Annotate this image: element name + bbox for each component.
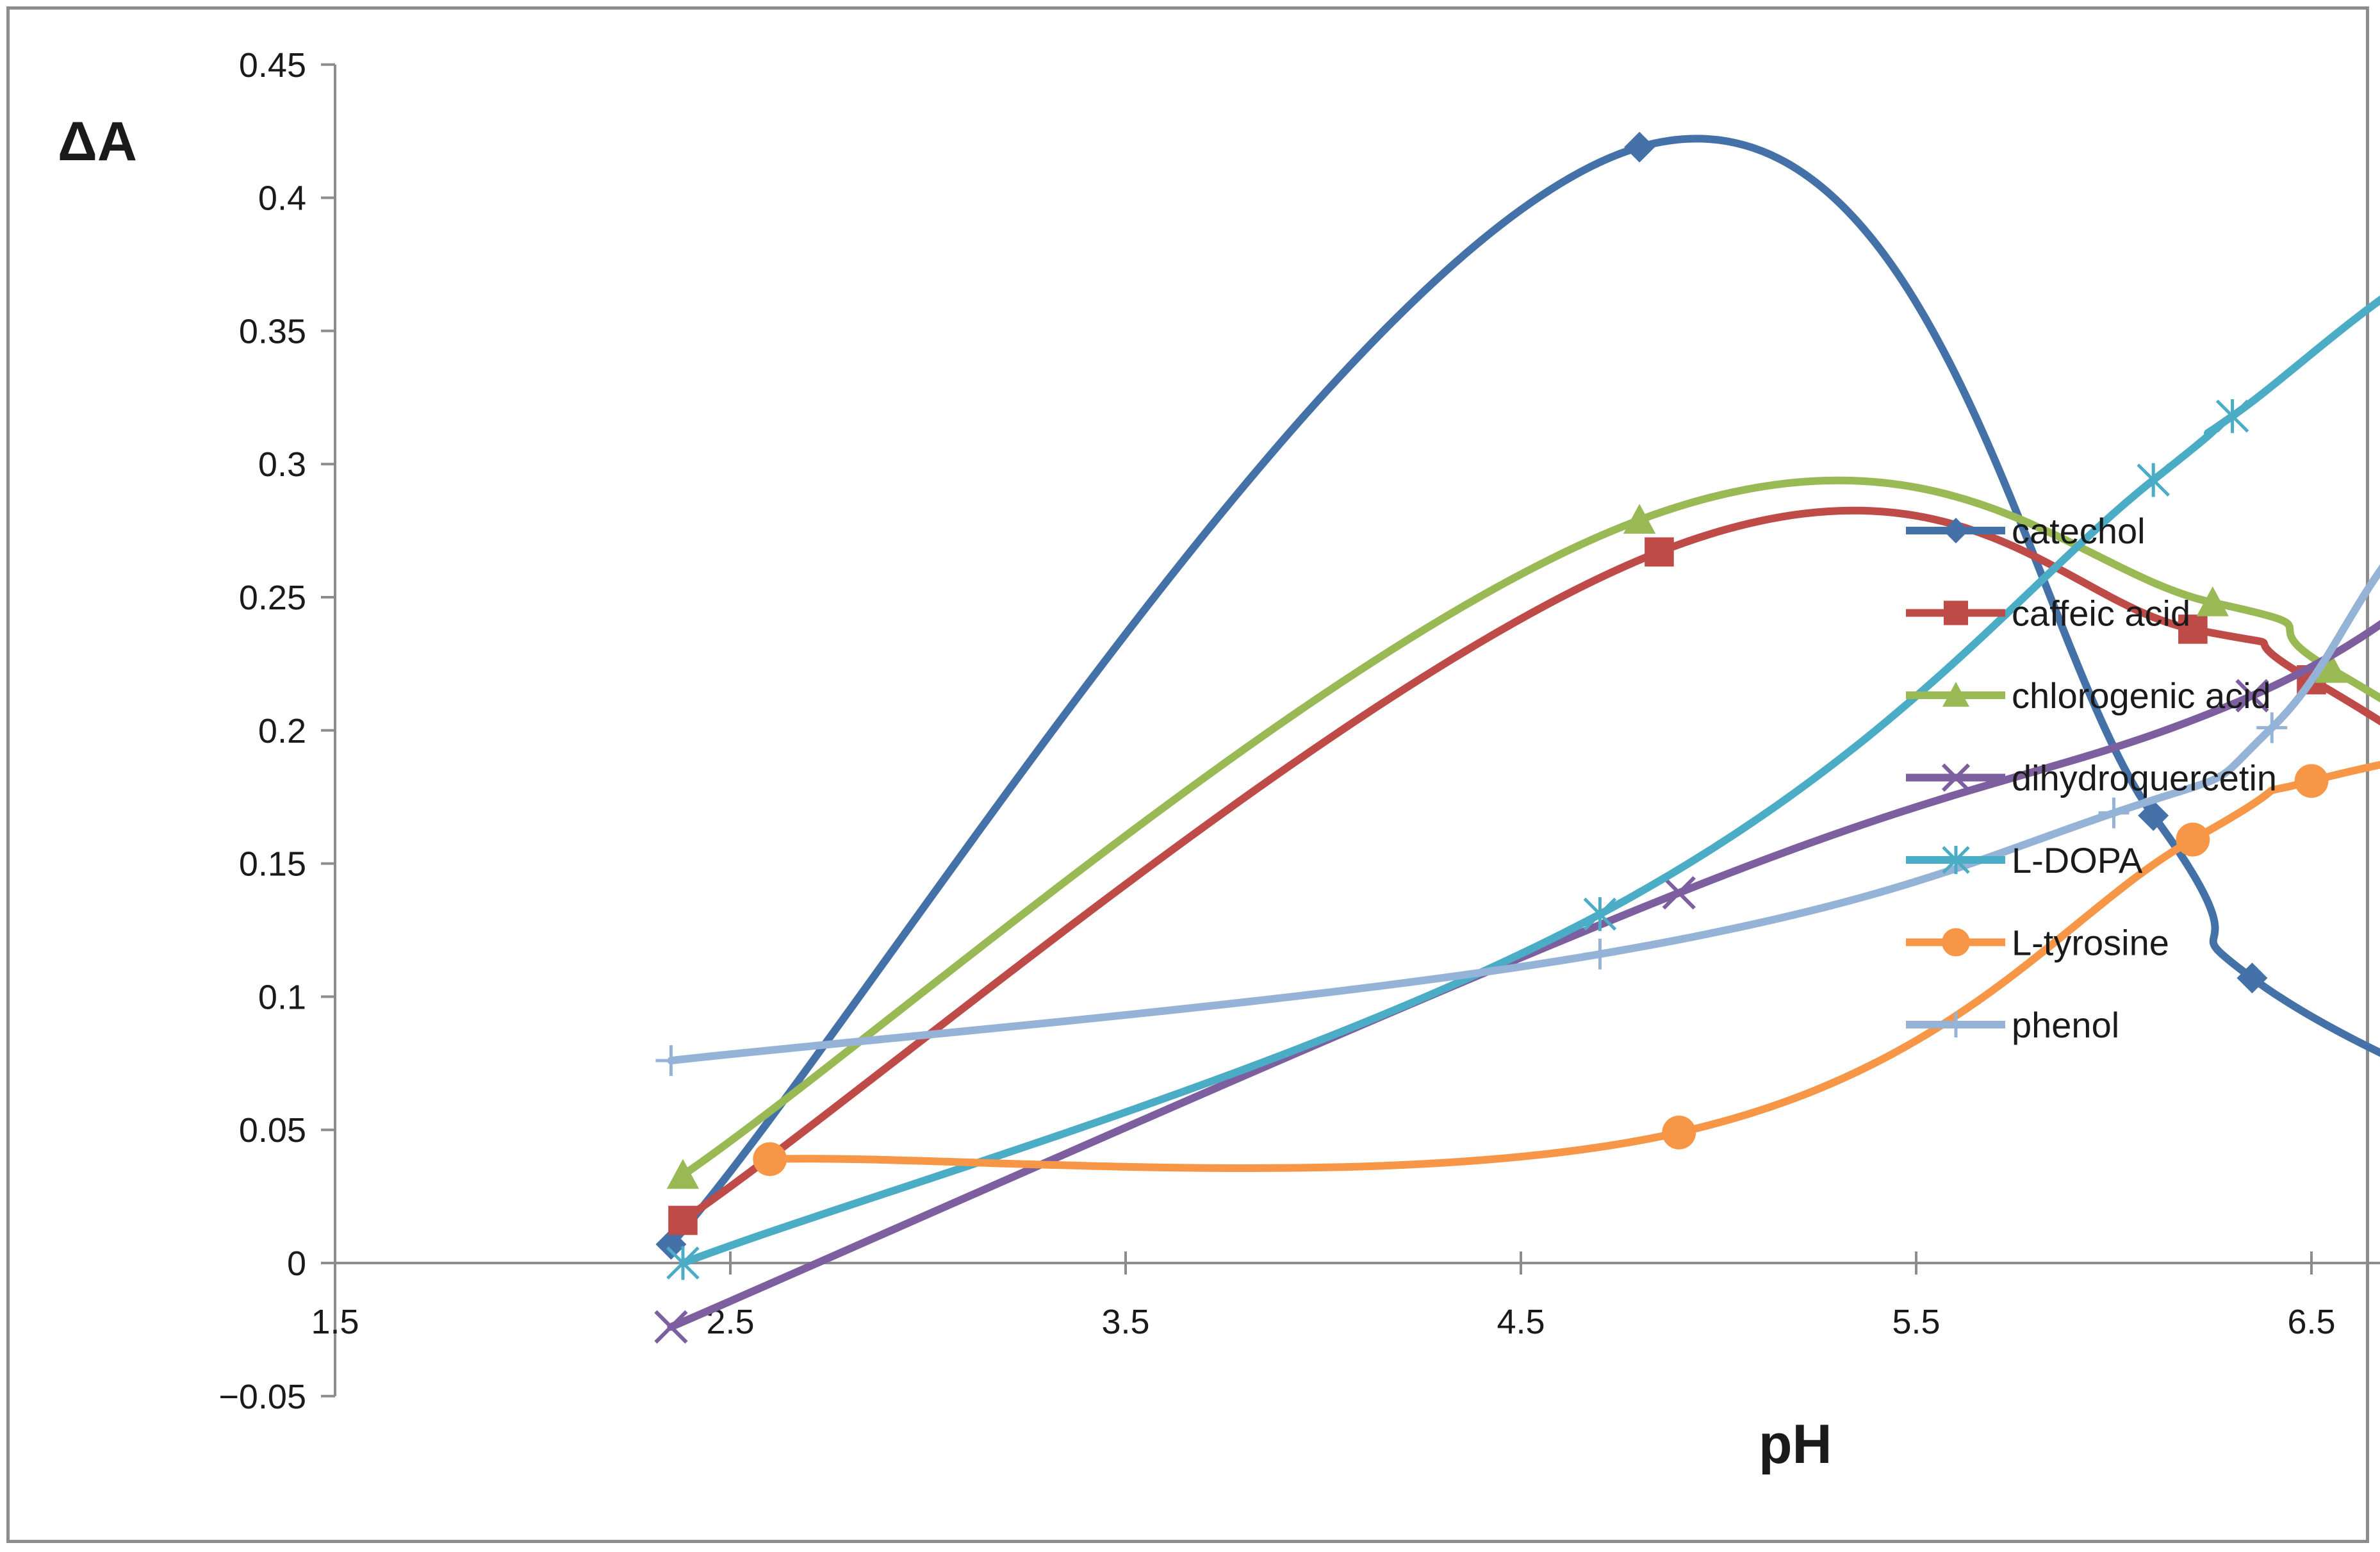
- legend-label: L-DOPA: [2012, 840, 2143, 880]
- series-layer: [654, 131, 2380, 1344]
- y-axis-title: ΔA: [58, 111, 137, 172]
- data-point-catechol: [2236, 962, 2268, 994]
- x-axis-title: pH: [1759, 1414, 1832, 1475]
- y-tick-label: 0.3: [258, 445, 306, 484]
- y-tick-label: 0.1: [258, 978, 306, 1016]
- y-tick-label: 0: [287, 1244, 306, 1283]
- x-tick-label: 1.5: [311, 1303, 359, 1341]
- series-l-tyrosine: [753, 761, 2380, 1176]
- legend-label: dihydroquercetin: [2012, 758, 2277, 798]
- legend-marker: [1942, 846, 1970, 874]
- series-line-caffeic-acid: [678, 506, 2380, 1225]
- series-line-phenol: [667, 564, 2380, 1065]
- legend: catechol caffeic acid chlorogenic acid dihy…: [1906, 511, 2277, 1045]
- series-chlorogenic-acid: [666, 476, 2380, 1189]
- legend-label: phenol: [2012, 1005, 2119, 1045]
- y-tick-label: 0.05: [239, 1111, 306, 1150]
- data-point-caffeic-acid: [1645, 537, 1674, 567]
- y-axis-ticks: 0.45 0.4 0.35 0.3 0.25 0.2 0.15 0.1 0.05 0 −0.05: [218, 46, 335, 1416]
- legend-label: L-tyrosine: [2012, 923, 2169, 963]
- data-point-dihydroquercetin: [2235, 679, 2269, 713]
- legend-label: catechol: [2012, 511, 2146, 551]
- data-point-chlorogenic-acid: [2315, 653, 2348, 683]
- y-tick-label: 0.35: [239, 312, 306, 351]
- data-point-l-tyrosine: [753, 1142, 787, 1176]
- data-point-catechol: [2138, 800, 2169, 831]
- x-tick-label: 5.5: [1892, 1303, 1940, 1341]
- data-point-l-dopa: [2137, 463, 2170, 497]
- series-line-chlorogenic-acid: [678, 476, 2380, 1179]
- legend-item-catechol: catechol: [1906, 511, 2146, 551]
- data-point-l-dopa: [2215, 399, 2249, 433]
- y-tick-label: 0.45: [239, 46, 306, 85]
- data-point-l-tyrosine: [1662, 1115, 1696, 1150]
- data-point-l-tyrosine: [2176, 822, 2210, 857]
- legend-marker: [1941, 763, 1971, 792]
- series-catechol: [655, 131, 2380, 1260]
- legend-marker: [1942, 928, 1970, 957]
- series-line-l-tyrosine: [766, 761, 2380, 1172]
- legend-label: chlorogenic acid: [2012, 675, 2271, 716]
- data-point-catechol: [655, 1228, 687, 1260]
- y-tick-label: 0.15: [239, 845, 306, 884]
- data-point-phenol: [2256, 712, 2288, 743]
- legend-item-phenol: phenol: [1906, 1005, 2119, 1045]
- data-point-caffeic-acid: [668, 1205, 698, 1235]
- legend-marker: [1944, 600, 1968, 625]
- data-point-l-dopa: [1583, 897, 1617, 931]
- series-phenol: [655, 564, 2380, 1077]
- axes: [334, 64, 2380, 1396]
- legend-marker: [1943, 518, 1969, 543]
- data-point-phenol: [1584, 938, 1616, 970]
- data-point-l-tyrosine: [2294, 764, 2329, 798]
- legend-marker: [1942, 682, 1969, 707]
- series-l-dopa: [666, 295, 2380, 1280]
- data-point-phenol: [655, 1045, 687, 1077]
- y-tick-label: −0.05: [218, 1378, 306, 1416]
- data-point-catechol: [1624, 131, 1655, 163]
- legend-item-caffeic-acid: caffeic acid: [1906, 593, 2190, 634]
- series-line-catechol: [667, 135, 2380, 1248]
- x-tick-label: 4.5: [1497, 1303, 1545, 1341]
- data-point-caffeic-acid: [2178, 615, 2208, 644]
- data-point-dihydroquercetin: [654, 1310, 688, 1344]
- legend-item-dihydroquercetin: dihydroquercetin: [1906, 758, 2277, 798]
- data-point-chlorogenic-acid: [1623, 504, 1656, 534]
- y-tick-label: 0.25: [239, 579, 306, 617]
- legend-item-l-dopa: L-DOPA: [1906, 840, 2143, 880]
- data-point-phenol: [2098, 797, 2130, 829]
- legend-marker: [1943, 1012, 1969, 1037]
- legend-item-l-tyrosine: L-tyrosine: [1906, 923, 2169, 963]
- x-axis-ticks: 1.52.53.54.55.56.57.58.5: [311, 1251, 2336, 1341]
- y-tick-label: 0.4: [258, 179, 306, 218]
- x-tick-label: 3.5: [1101, 1303, 1149, 1341]
- data-point-chlorogenic-acid: [666, 1159, 700, 1189]
- data-point-l-dopa: [666, 1246, 700, 1280]
- series-line-l-dopa: [678, 295, 2380, 1267]
- legend-label: caffeic acid: [2012, 593, 2190, 634]
- y-tick-label: 0.2: [258, 712, 306, 750]
- data-point-dihydroquercetin: [1662, 876, 1696, 910]
- x-tick-label: 6.5: [2287, 1303, 2335, 1341]
- data-point-chlorogenic-acid: [2196, 586, 2229, 616]
- legend-item-chlorogenic-acid: chlorogenic acid: [1906, 675, 2271, 716]
